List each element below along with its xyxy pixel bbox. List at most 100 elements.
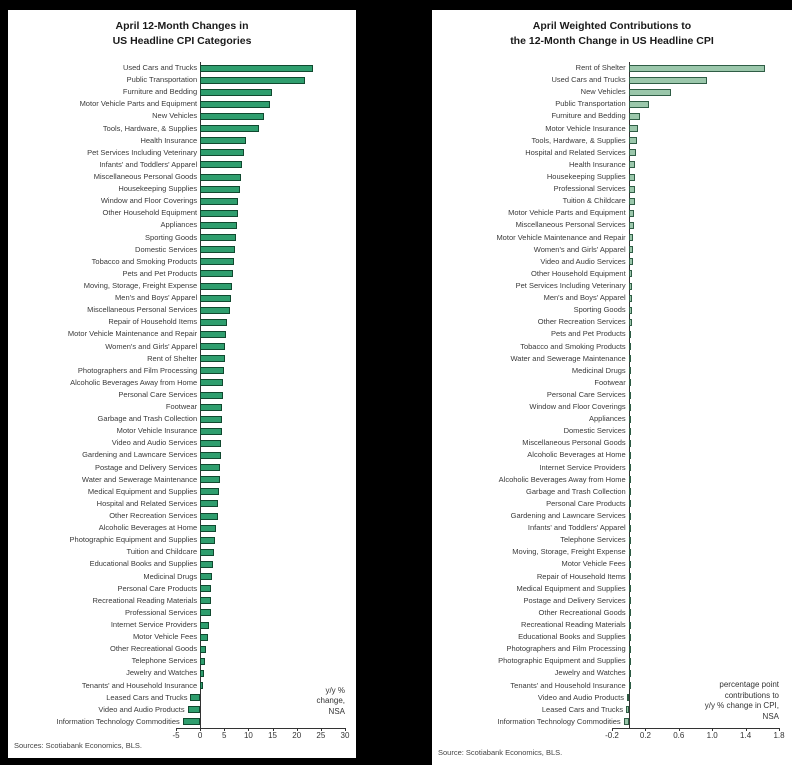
left-chart-note: y/y % change, NSA: [316, 685, 345, 717]
category-label: Water and Sewerage Maintenance: [81, 474, 198, 484]
category-label: Tenants' and Household Insurance: [81, 680, 198, 690]
category-label: Tenants' and Household Insurance: [510, 680, 626, 690]
category-label: Public Transportation: [126, 75, 198, 85]
bar: [200, 476, 220, 484]
bar: [628, 161, 636, 169]
left-chart-panel: April 12-Month Changes in US Headline CP…: [8, 10, 356, 758]
category-label: Pet Services Including Veterinary: [87, 147, 198, 157]
category-label: Postage and Delivery Services: [95, 462, 198, 472]
bar: [200, 270, 233, 278]
bar: [200, 536, 216, 544]
category-label: Photographic Equipment and Supplies: [69, 535, 198, 545]
bar: [200, 391, 223, 399]
category-label: Motor Vehicle Fees: [561, 559, 626, 569]
category-label: Recreational Reading Materials: [92, 595, 198, 605]
bar: [200, 621, 210, 629]
bar: [628, 597, 631, 605]
category-label: Women's and Girls' Apparel: [533, 244, 626, 254]
left-chart-source: Sources: Scotiabank Economics, BLS.: [14, 741, 142, 750]
category-label: Alcoholic Beverages at Home: [98, 523, 198, 533]
category-label: Rent of Shelter: [575, 63, 626, 72]
category-label: Tuition and Childcare: [126, 547, 198, 557]
category-label: Domestic Services: [563, 426, 626, 436]
bar: [628, 621, 631, 629]
bar: [200, 585, 212, 593]
bar: [200, 561, 213, 569]
category-label: Pets and Pet Products: [551, 329, 626, 339]
category-label: Photographers and Film Processing: [77, 365, 198, 375]
bar: [200, 524, 217, 532]
bar: [200, 112, 265, 120]
category-label: Alcoholic Beverages at Home: [527, 450, 626, 460]
bar: [200, 439, 222, 447]
category-label: Furniture and Bedding: [122, 87, 198, 97]
category-label: Furniture and Bedding: [551, 111, 626, 121]
right-chart-plot: Rent of Shelter Used Cars and Trucks New V…: [432, 62, 792, 740]
bar: [200, 512, 218, 520]
category-label: Gardening and Lawncare Services: [510, 511, 626, 521]
category-label: Garbage and Trash Collection: [526, 486, 626, 496]
x-axis-tick-label: -5: [172, 731, 180, 740]
category-label: Hospital and Related Services: [525, 147, 626, 157]
bar: [200, 355, 225, 363]
category-label: Leased Cars and Trucks: [106, 692, 188, 702]
bar: [200, 403, 223, 411]
right-chart-source: Source: Scotiabank Economics, BLS.: [438, 748, 563, 757]
category-label: Information Technology Commodities: [56, 716, 180, 726]
bar: [628, 573, 631, 581]
bar: [628, 270, 633, 278]
category-label: Sporting Goods: [573, 305, 626, 315]
bar: [628, 657, 631, 665]
category-label: Tools, Hardware, & Supplies: [531, 135, 626, 145]
bar: [628, 185, 635, 193]
category-label: Educational Books and Supplies: [518, 632, 626, 642]
category-label: Footwear: [165, 402, 198, 412]
bar: [200, 573, 212, 581]
bar: [628, 500, 631, 508]
bar: [628, 476, 631, 484]
bar: [628, 306, 633, 314]
bar: [628, 258, 633, 266]
x-axis-tick-label: 15: [268, 731, 278, 740]
bar: [628, 221, 634, 229]
right-chart-title: April Weighted Contributions to the 12-M…: [432, 19, 792, 48]
bar: [628, 452, 631, 460]
category-label: Water and Sewerage Maintenance: [510, 353, 626, 363]
x-axis-tick: [272, 728, 274, 731]
category-label: Other Household Equipment: [531, 268, 626, 278]
bar: [628, 197, 635, 205]
category-label: Medicinal Drugs: [571, 365, 626, 375]
x-axis-line: [612, 728, 779, 729]
bar: [628, 343, 632, 351]
bar: [200, 100, 271, 108]
category-label: Photographers and Film Processing: [506, 644, 626, 654]
bar: [190, 694, 201, 702]
category-label: Moving, Storage, Freight Expense: [512, 547, 626, 557]
bar: [187, 706, 201, 714]
x-axis-tick: [345, 728, 346, 731]
bar: [200, 173, 242, 181]
category-label: Video and Audio Products: [98, 704, 185, 714]
category-label: Health Insurance: [140, 135, 198, 145]
bar: [628, 100, 649, 108]
category-label: Infants' and Toddlers' Apparel: [527, 523, 626, 533]
bar: [200, 488, 219, 496]
category-label: Motor Vehicle Parts and Equipment: [508, 208, 626, 218]
category-label: Appliances: [588, 414, 626, 424]
bar: [200, 682, 203, 690]
bar: [626, 706, 629, 714]
category-label: Sporting Goods: [145, 232, 198, 242]
bar: [200, 379, 224, 387]
bar: [200, 76, 305, 84]
category-label: Miscellaneous Personal Goods: [93, 171, 198, 181]
category-label: Pet Services Including Veterinary: [515, 280, 626, 290]
category-label: Other Household Equipment: [102, 208, 198, 218]
x-axis-tick: [645, 728, 647, 731]
category-label: Telephone Services: [560, 535, 626, 545]
category-label: Information Technology Commodities: [497, 716, 621, 726]
x-axis-tick: [712, 728, 714, 731]
category-label: Infants' and Toddlers' Apparel: [99, 159, 198, 169]
bar: [628, 330, 632, 338]
bar: [200, 306, 231, 314]
bar: [200, 149, 245, 157]
